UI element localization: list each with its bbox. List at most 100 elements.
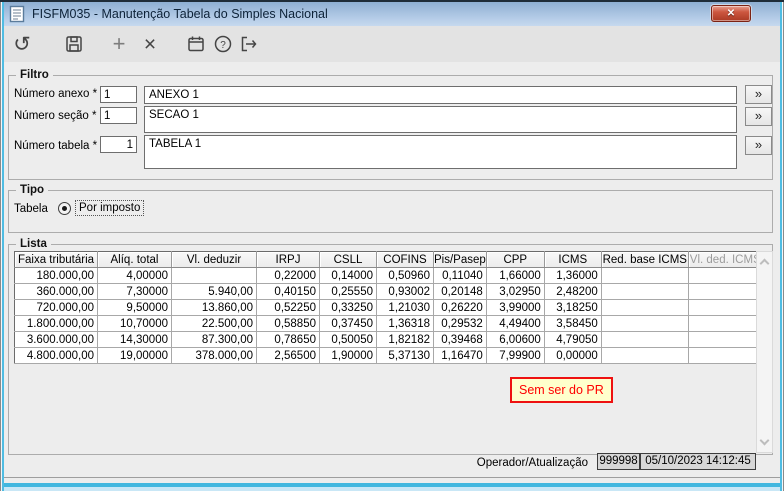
table-cell[interactable]: 5,37130	[376, 347, 434, 364]
column-header[interactable]: CPP	[486, 251, 545, 268]
numero-anexo-input[interactable]	[100, 86, 137, 103]
table-row[interactable]: 1.800.000,00 10,70000 22.500,00 0,58850 0,37…	[14, 315, 763, 332]
numero-tabela-input[interactable]	[100, 136, 137, 153]
table-cell[interactable]	[688, 267, 763, 284]
column-header[interactable]: COFINS	[376, 251, 434, 268]
secao-lookup-button[interactable]: »	[745, 107, 772, 126]
table-cell[interactable]: 0,25550	[319, 283, 377, 300]
secao-description-field[interactable]: SECAO 1	[144, 106, 737, 133]
table-cell[interactable]: 3,02950	[486, 283, 545, 300]
column-header[interactable]: Alíq. total	[97, 251, 172, 268]
table-row[interactable]: 360.000,00 7,30000 5.940,00 0,40150 0,25550 0…	[14, 283, 763, 300]
table-cell[interactable]: 0,50050	[319, 331, 377, 348]
table-cell[interactable]: 1,66000	[486, 267, 545, 284]
delete-button[interactable]: ×	[136, 30, 164, 58]
tabela-description-field[interactable]: TABELA 1	[144, 135, 737, 169]
table-cell[interactable]: 4,49400	[486, 315, 545, 332]
table-cell[interactable]: 7,99900	[486, 347, 545, 364]
table-cell[interactable]	[601, 347, 689, 364]
table-cell[interactable]	[601, 283, 689, 300]
table-cell[interactable]: 4,79050	[544, 331, 602, 348]
table-cell[interactable]	[688, 299, 763, 316]
table-cell[interactable]	[171, 267, 257, 284]
table-cell[interactable]: 22.500,00	[171, 315, 257, 332]
table-cell[interactable]: 378.000,00	[171, 347, 257, 364]
scroll-down-icon[interactable]	[759, 435, 770, 446]
column-header[interactable]: Pis/Pasep	[433, 251, 487, 268]
table-cell[interactable]: 1,90000	[319, 347, 377, 364]
table-cell[interactable]: 0,78650	[256, 331, 320, 348]
table-cell[interactable]: 4,00000	[97, 267, 172, 284]
table-cell[interactable]	[688, 331, 763, 348]
table-cell[interactable]: 19,00000	[97, 347, 172, 364]
column-header[interactable]: Vl. ded. ICMS	[688, 251, 763, 268]
table-row[interactable]: 3.600.000,00 14,30000 87.300,00 0,78650 0,50…	[14, 331, 763, 348]
table-cell[interactable]	[601, 315, 689, 332]
table-cell[interactable]: 3,99000	[486, 299, 545, 316]
save-button[interactable]	[60, 30, 88, 58]
table-cell[interactable]: 0,26220	[433, 299, 487, 316]
table-cell[interactable]: 0,93002	[376, 283, 434, 300]
table-cell[interactable]: 1,36318	[376, 315, 434, 332]
exit-button[interactable]	[235, 30, 263, 58]
table-cell[interactable]	[601, 331, 689, 348]
add-button[interactable]: +	[105, 30, 133, 58]
column-header[interactable]: IRPJ	[256, 251, 320, 268]
table-cell[interactable]	[601, 299, 689, 316]
table-cell[interactable]: 3.600.000,00	[14, 331, 98, 348]
table-cell[interactable]	[688, 283, 763, 300]
help-button[interactable]: ?	[209, 30, 237, 58]
table-cell[interactable]: 5.940,00	[171, 283, 257, 300]
numero-secao-input[interactable]	[100, 107, 137, 124]
table-cell[interactable]: 0,11040	[433, 267, 487, 284]
table-cell[interactable]: 1,21030	[376, 299, 434, 316]
table-cell[interactable]: 3,18250	[544, 299, 602, 316]
table-cell[interactable]: 0,22000	[256, 267, 320, 284]
table-cell[interactable]: 87.300,00	[171, 331, 257, 348]
table-cell[interactable]: 720.000,00	[14, 299, 98, 316]
table-cell[interactable]: 360.000,00	[14, 283, 98, 300]
column-header[interactable]: CSLL	[319, 251, 377, 268]
table-cell[interactable]: 2,48200	[544, 283, 602, 300]
column-header[interactable]: ICMS	[544, 251, 602, 268]
table-cell[interactable]: 14,30000	[97, 331, 172, 348]
table-cell[interactable]: 0,39468	[433, 331, 487, 348]
table-cell[interactable]: 0,50960	[376, 267, 434, 284]
table-row[interactable]: 4.800.000,00 19,00000 378.000,00 2,56500 1,9…	[14, 347, 763, 364]
undo-button[interactable]: ↺	[8, 30, 36, 58]
table-cell[interactable]: 1.800.000,00	[14, 315, 98, 332]
vertical-scrollbar[interactable]	[756, 251, 773, 453]
por-imposto-radio[interactable]	[58, 202, 71, 215]
column-header[interactable]: Faixa tributária	[14, 251, 98, 268]
table-cell[interactable]: 2,56500	[256, 347, 320, 364]
column-header[interactable]: Red. base ICMS	[601, 251, 689, 268]
table-cell[interactable]: 4.800.000,00	[14, 347, 98, 364]
table-cell[interactable]: 0,14000	[319, 267, 377, 284]
table-cell[interactable]: 10,70000	[97, 315, 172, 332]
scroll-up-icon[interactable]	[759, 258, 770, 269]
table-cell[interactable]: 0,52250	[256, 299, 320, 316]
table-cell[interactable]: 180.000,00	[14, 267, 98, 284]
table-row[interactable]: 720.000,00 9,50000 13.860,00 0,52250 0,33250…	[14, 299, 763, 316]
tabela-lookup-button[interactable]: »	[745, 136, 772, 155]
table-cell[interactable]: 0,29532	[433, 315, 487, 332]
anexo-lookup-button[interactable]: »	[745, 85, 772, 104]
table-cell[interactable]	[688, 347, 763, 364]
titlebar[interactable]: FISFM035 - Manutenção Tabela do Simples …	[2, 2, 782, 26]
anexo-description-field[interactable]: ANEXO 1	[144, 86, 737, 104]
table-cell[interactable]	[601, 267, 689, 284]
table-cell[interactable]: 7,30000	[97, 283, 172, 300]
table-cell[interactable]: 0,58850	[256, 315, 320, 332]
por-imposto-radio-label[interactable]: Por imposto	[75, 200, 145, 216]
table-cell[interactable]: 13.860,00	[171, 299, 257, 316]
table-cell[interactable]	[688, 315, 763, 332]
table-cell[interactable]: 0,00000	[544, 347, 602, 364]
column-header[interactable]: Vl. deduzir	[171, 251, 257, 268]
table-cell[interactable]: 9,50000	[97, 299, 172, 316]
table-cell[interactable]: 0,40150	[256, 283, 320, 300]
table-cell[interactable]: 1,82182	[376, 331, 434, 348]
table-cell[interactable]: 3,58450	[544, 315, 602, 332]
table-cell[interactable]: 1,36000	[544, 267, 602, 284]
table-cell[interactable]: 0,37450	[319, 315, 377, 332]
table-cell[interactable]: 6,00600	[486, 331, 545, 348]
